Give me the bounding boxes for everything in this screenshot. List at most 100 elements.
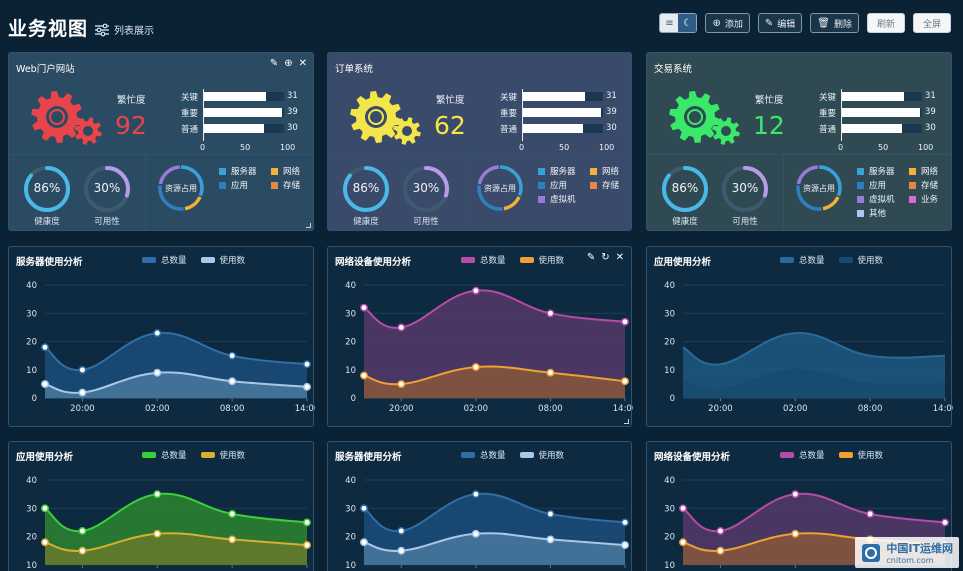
legend-label: 使用数: [857, 451, 884, 461]
legend-item[interactable]: 使用数: [519, 449, 564, 461]
data-point[interactable]: [397, 323, 406, 332]
data-point[interactable]: [78, 526, 87, 535]
data-point[interactable]: [791, 529, 800, 538]
legend-item[interactable]: 总数量: [461, 449, 506, 461]
dark-theme-button[interactable]: ☾: [678, 14, 697, 32]
delete-button-label: 删除: [833, 19, 852, 30]
data-point[interactable]: [228, 510, 237, 518]
legend-item[interactable]: 使用数: [200, 254, 245, 266]
health-ring-fill: [24, 166, 70, 212]
data-point[interactable]: [360, 303, 368, 312]
data-point[interactable]: [716, 546, 725, 555]
list-view-toggle[interactable]: 列表展示: [94, 22, 154, 37]
y-tick-label: 40: [345, 476, 356, 486]
data-point[interactable]: [153, 329, 162, 338]
data-point[interactable]: [303, 518, 311, 527]
edit-button[interactable]: ✎ 编辑: [757, 13, 803, 33]
data-point[interactable]: [360, 538, 368, 547]
data-point[interactable]: [679, 504, 687, 513]
data-point[interactable]: [41, 504, 49, 513]
bar-label: 关键: [819, 93, 837, 103]
delete-button[interactable]: 🗑 删除: [810, 13, 859, 33]
data-point[interactable]: [78, 388, 87, 397]
data-point[interactable]: [78, 365, 87, 374]
data-point[interactable]: [303, 382, 311, 391]
theme-toggle[interactable]: ≡ ☾: [659, 13, 698, 33]
legend-swatch: [461, 452, 475, 458]
legend-item[interactable]: 使用数: [838, 254, 883, 266]
data-point[interactable]: [153, 368, 162, 377]
close-icon[interactable]: ✕: [615, 252, 624, 263]
data-point[interactable]: [679, 538, 687, 547]
data-point[interactable]: [153, 529, 162, 538]
data-point[interactable]: [360, 371, 368, 380]
chart-panel[interactable]: 1020304020:0002:0008:0014:00服务器使用分析总数量使用…: [327, 441, 633, 571]
legend-label: 网络: [283, 167, 301, 177]
legend-item[interactable]: 总数量: [780, 254, 825, 266]
resize-handle[interactable]: [624, 419, 629, 424]
data-point[interactable]: [471, 363, 480, 372]
chart-title: 服务器使用分析: [16, 257, 83, 268]
legend-item[interactable]: 使用数: [519, 254, 564, 266]
chart-legend: 总数量 使用数: [780, 254, 883, 266]
data-point[interactable]: [546, 510, 555, 518]
add-button[interactable]: ⊕ 添加: [705, 13, 750, 33]
data-point[interactable]: [791, 490, 800, 499]
chart-panel[interactable]: 0 10 20 30 40 20:00 02:00 08:00 14:00 应用使用分析 总数量 使用…: [646, 246, 953, 427]
pencil-icon[interactable]: ✎: [269, 58, 279, 69]
resource-donut-segment: [477, 165, 523, 211]
refresh-icon[interactable]: ↻: [601, 252, 610, 263]
zoom-in-icon[interactable]: ⊕: [284, 58, 293, 69]
legend-label: 存储: [921, 181, 939, 191]
data-point[interactable]: [716, 526, 725, 535]
system-panel[interactable]: 订单系统 繁忙度 62 关键 31 重要 39 普通 30 0 50 100 86% 30% 健康度 可用性 资…: [327, 52, 632, 231]
system-panel[interactable]: 交易系统 繁忙度 12 关键 31 重要 39 普通 30 0 50 100 86% 30% 健康度 可用性 资…: [646, 52, 952, 231]
legend-item[interactable]: 使用数: [838, 449, 884, 461]
data-point[interactable]: [546, 309, 555, 318]
data-point[interactable]: [41, 343, 49, 352]
resize-handle[interactable]: [306, 223, 311, 228]
legend-item[interactable]: 总数量: [780, 449, 825, 461]
close-icon[interactable]: ✕: [298, 58, 307, 69]
legend-item[interactable]: 总数量: [142, 254, 187, 266]
resource-legend-item: 存储: [271, 179, 300, 191]
data-point[interactable]: [153, 490, 162, 499]
data-point[interactable]: [546, 368, 555, 377]
data-point[interactable]: [471, 490, 480, 499]
data-point[interactable]: [41, 380, 49, 389]
data-point[interactable]: [228, 351, 237, 360]
data-point[interactable]: [228, 535, 237, 544]
data-point[interactable]: [621, 541, 629, 550]
refresh-button[interactable]: 刷新: [866, 13, 905, 33]
system-panel[interactable]: Web门户网站 ✎ ⊕ ✕ 繁忙度 92 关键 31 重要 39 普通 30 0 50 100 86% 30% 健…: [8, 52, 314, 231]
legend-item[interactable]: 使用数: [200, 449, 245, 461]
data-point[interactable]: [546, 535, 555, 544]
data-point[interactable]: [866, 510, 875, 518]
edit-icon: ✎: [764, 17, 774, 29]
data-point[interactable]: [621, 377, 629, 386]
data-point[interactable]: [360, 504, 368, 513]
gears-icon: [350, 91, 421, 145]
legend-item[interactable]: 总数量: [461, 254, 506, 266]
data-point[interactable]: [621, 317, 629, 326]
data-point[interactable]: [303, 541, 311, 550]
data-point[interactable]: [41, 538, 49, 547]
data-point[interactable]: [397, 526, 406, 535]
data-point[interactable]: [941, 518, 949, 527]
data-point[interactable]: [471, 529, 480, 538]
chart-panel[interactable]: 0 10 20 30 40 20:00 02:00 08:00 14:00 服务器使用分析 总数量 使…: [8, 246, 315, 427]
data-point[interactable]: [397, 546, 406, 555]
legend-label: 业务: [921, 195, 939, 205]
data-point[interactable]: [471, 286, 480, 295]
data-point[interactable]: [621, 518, 629, 527]
light-theme-button[interactable]: ≡: [660, 14, 679, 32]
data-point[interactable]: [397, 380, 406, 389]
data-point[interactable]: [303, 360, 311, 369]
chart-panel[interactable]: 0 10 20 30 40 20:00 02:00 08:00 14:00 网络设备使用分析 总数量…: [327, 246, 633, 427]
legend-item[interactable]: 总数量: [142, 449, 187, 461]
fullscreen-button[interactable]: 全屏: [912, 13, 951, 33]
pencil-icon[interactable]: ✎: [586, 252, 596, 263]
data-point[interactable]: [78, 546, 87, 555]
data-point[interactable]: [228, 377, 237, 386]
